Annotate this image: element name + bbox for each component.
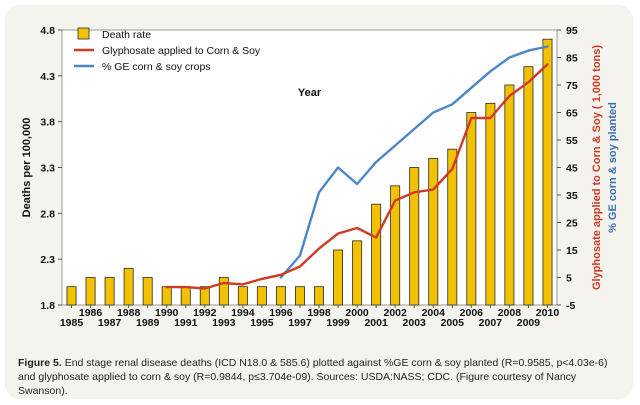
bar-death-rate <box>409 167 420 306</box>
y-right-tick-label: 35 <box>566 190 578 202</box>
bar-death-rate <box>237 286 248 306</box>
y-left-tick-label: 4.3 <box>40 71 55 83</box>
x-tick-label: 2001 <box>364 317 388 329</box>
x-tick-label: 1994 <box>231 307 255 319</box>
x-tick-label: 1991 <box>174 317 198 329</box>
y-left-tick-label: 4.8 <box>40 25 55 37</box>
caption-label: Figure 5. <box>18 357 62 369</box>
x-tick-label: 2004 <box>422 307 446 319</box>
bar-death-rate <box>218 277 229 306</box>
y-left-tick-label: 2.8 <box>40 208 55 220</box>
x-tick-label: 2007 <box>479 317 503 329</box>
x-tick-label: 2000 <box>345 307 369 319</box>
y-right-tick-label: 25 <box>566 218 578 230</box>
bar-death-rate <box>66 286 77 306</box>
bar-death-rate <box>390 185 401 306</box>
y-left-tick-label: 2.3 <box>40 254 55 266</box>
line-glyphosate <box>165 63 549 290</box>
bar-death-rate <box>352 240 363 306</box>
x-tick-label: 1996 <box>269 307 293 319</box>
y-left-tick-label: 1.8 <box>40 300 55 312</box>
line-ge-crops <box>279 45 549 279</box>
x-tick-label: 1995 <box>250 317 274 329</box>
x-tick-label: 1987 <box>98 317 122 329</box>
y-left-axis-title: Deaths per 100,000 <box>21 118 33 218</box>
y-left-tick-label: 3.3 <box>40 163 55 175</box>
bar-death-rate <box>428 157 439 306</box>
x-tick-label: 1988 <box>117 307 141 319</box>
bar-death-rate <box>295 286 305 306</box>
bar-death-rate <box>466 112 477 306</box>
x-tick-label: 2006 <box>460 307 484 319</box>
x-axis-title: Year <box>298 87 322 99</box>
legend-swatch-death-rate <box>77 27 90 40</box>
y-right-tick-label: 15 <box>566 245 578 257</box>
x-tick-label: 1986 <box>79 307 103 319</box>
x-tick-label: 1985 <box>60 317 84 329</box>
bar-death-rate <box>123 267 134 306</box>
bar-death-rate <box>275 286 286 306</box>
y-right-axis-title-ge: % GE corn & soy planted <box>607 102 619 233</box>
bar-death-rate <box>371 203 382 306</box>
bar-death-rate <box>504 84 515 306</box>
figure-caption: Figure 5. End stage renal disease deaths… <box>18 356 618 398</box>
legend-label-glyphosate: Glyphosate applied to Corn & Soy <box>102 45 261 57</box>
x-tick-label: 1993 <box>212 317 236 329</box>
x-tick-label: 2009 <box>517 317 541 329</box>
x-tick-label: 2008 <box>498 307 522 319</box>
bar-death-rate <box>85 277 96 306</box>
caption-text: End stage renal disease deaths (ICD N18.… <box>18 357 608 397</box>
bar-death-rate <box>523 66 534 306</box>
y-right-tick-label: 85 <box>566 53 578 65</box>
x-tick-label: 1989 <box>136 317 160 329</box>
bar-death-rate <box>485 102 496 306</box>
bar-death-rate <box>142 277 153 306</box>
y-right-tick-label: 65 <box>566 108 578 120</box>
x-tick-label: 1990 <box>155 307 179 319</box>
y-right-tick-label: 55 <box>566 135 578 147</box>
x-tick-label: 2010 <box>536 307 560 319</box>
x-tick-label: 2003 <box>403 317 427 329</box>
x-tick-label: 1997 <box>288 317 312 329</box>
bar-death-rate <box>256 286 267 306</box>
bar-death-rate <box>161 286 172 306</box>
y-right-tick-label: -5 <box>566 300 575 312</box>
legend-label-ge: % GE corn & soy crops <box>102 61 211 73</box>
bar-death-rate <box>180 286 191 306</box>
y-right-tick-label: 95 <box>566 25 578 37</box>
x-tick-label: 2002 <box>383 307 407 319</box>
y-right-tick-label: 45 <box>566 163 578 175</box>
bar-death-rate <box>333 249 344 306</box>
y-right-tick-label: 5 <box>566 273 572 285</box>
x-tick-label: 2005 <box>441 317 465 329</box>
x-tick-label: 1992 <box>193 307 217 319</box>
bar-death-rate <box>104 277 115 306</box>
legend-label-death-rate: Death rate <box>102 29 151 41</box>
y-right-tick-label: 75 <box>566 80 578 92</box>
bar-death-rate <box>314 286 324 306</box>
x-tick-label: 1999 <box>326 317 350 329</box>
y-left-tick-label: 3.8 <box>40 117 55 129</box>
x-tick-label: 1998 <box>307 307 331 319</box>
bar-death-rate <box>542 38 553 306</box>
y-right-axis-title-glyphosate: Glyphosate applied to Corn & Soy ( 1,000… <box>591 45 603 290</box>
